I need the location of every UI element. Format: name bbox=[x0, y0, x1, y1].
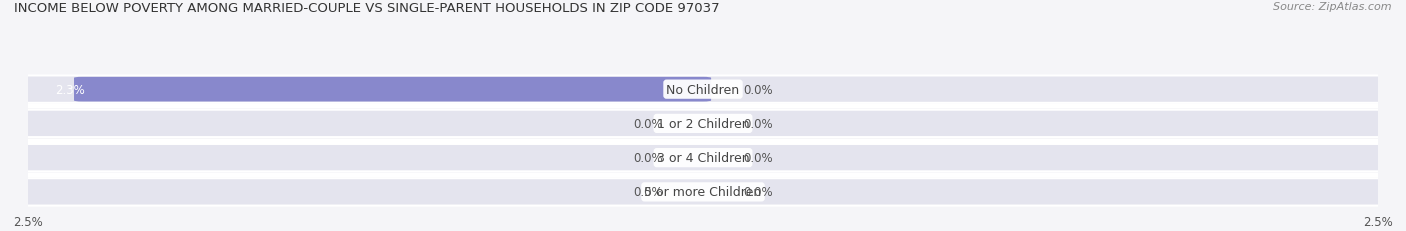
Text: 0.0%: 0.0% bbox=[744, 185, 773, 198]
Text: 2.3%: 2.3% bbox=[55, 83, 84, 96]
Text: 0.0%: 0.0% bbox=[633, 117, 662, 130]
Text: 5 or more Children: 5 or more Children bbox=[644, 185, 762, 198]
Text: 0.0%: 0.0% bbox=[744, 117, 773, 130]
Text: 0.0%: 0.0% bbox=[744, 83, 773, 96]
Text: INCOME BELOW POVERTY AMONG MARRIED-COUPLE VS SINGLE-PARENT HOUSEHOLDS IN ZIP COD: INCOME BELOW POVERTY AMONG MARRIED-COUPL… bbox=[14, 2, 720, 15]
Text: 0.0%: 0.0% bbox=[744, 152, 773, 164]
FancyBboxPatch shape bbox=[17, 144, 1389, 172]
FancyBboxPatch shape bbox=[17, 178, 1389, 206]
FancyBboxPatch shape bbox=[17, 110, 1389, 137]
Text: 3 or 4 Children: 3 or 4 Children bbox=[657, 152, 749, 164]
FancyBboxPatch shape bbox=[75, 77, 711, 102]
Text: No Children: No Children bbox=[666, 83, 740, 96]
Text: Source: ZipAtlas.com: Source: ZipAtlas.com bbox=[1274, 2, 1392, 12]
FancyBboxPatch shape bbox=[17, 76, 1389, 103]
Text: 0.0%: 0.0% bbox=[633, 185, 662, 198]
Text: 1 or 2 Children: 1 or 2 Children bbox=[657, 117, 749, 130]
Text: 0.0%: 0.0% bbox=[633, 152, 662, 164]
